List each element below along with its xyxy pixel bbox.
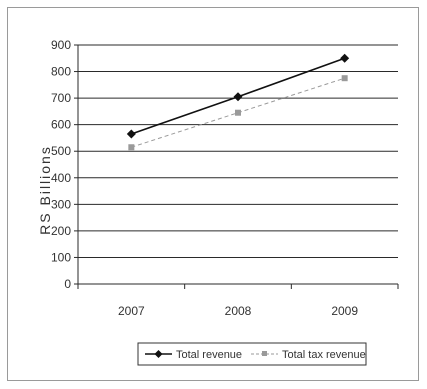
legend-label-total-tax-revenue: Total tax revenue [282,349,366,361]
legend-marker-diamond-icon [154,350,163,358]
y-tick-label-800: 800 [51,65,71,79]
legend-label-total-revenue: Total revenue [176,349,242,361]
point-total-tax-revenue-2009 [341,75,348,82]
legend-item-total-revenue: Total revenue [145,349,242,361]
point-total-tax-revenue-2007 [128,144,135,151]
series-layer [126,53,350,151]
y-tick-label-500: 500 [51,144,71,158]
y-tick-label-0: 0 [64,277,71,291]
point-total-revenue-2008 [233,92,243,102]
y-tick-label-200: 200 [51,224,71,238]
point-total-revenue-2007 [126,129,136,139]
y-tick-label-400: 400 [51,171,71,185]
x-tick-label-2009: 2009 [331,304,358,318]
y-tick-label-100: 100 [51,250,71,264]
legend: Total revenue Total tax revenue [137,342,367,366]
x-tick-label-2008: 2008 [225,304,252,318]
legend-marker-square-icon [262,351,267,356]
y-tick-label-300: 300 [51,197,71,211]
y-tick-label-900: 900 [51,38,71,52]
axis-layer: 0 100 200 300 400 500 600 700 800 900 2007 2008 2009 [51,38,399,318]
point-total-revenue-2009 [340,53,350,63]
y-tick-label-600: 600 [51,118,71,132]
x-tick-label-2007: 2007 [118,304,145,318]
legend-item-total-tax-revenue: Total tax revenue [251,349,366,361]
y-axis-label: RS Billions [37,145,53,235]
grid-layer [78,44,398,258]
chart-frame [7,7,419,381]
y-tick-label-700: 700 [51,91,71,105]
point-total-tax-revenue-2008 [235,109,241,116]
